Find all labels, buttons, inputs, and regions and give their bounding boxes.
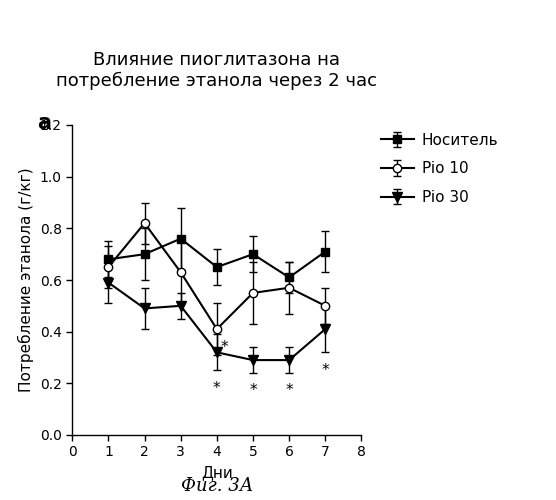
Text: *: * [285,384,293,398]
Text: Влияние пиоглитазона на
потребление этанола через 2 час: Влияние пиоглитазона на потребление этан… [56,51,378,90]
Text: а: а [38,112,52,132]
Legend: Носитель, Pio 10, Pio 30: Носитель, Pio 10, Pio 30 [381,132,499,205]
Text: *: * [249,384,257,398]
Text: Фиг. 3А: Фиг. 3А [181,477,253,495]
Text: *: * [220,340,228,355]
X-axis label: Дни: Дни [201,465,233,480]
Text: *: * [213,381,221,396]
Text: *: * [321,362,329,378]
Y-axis label: Потребление этанола (г/кг): Потребление этанола (г/кг) [18,168,34,392]
